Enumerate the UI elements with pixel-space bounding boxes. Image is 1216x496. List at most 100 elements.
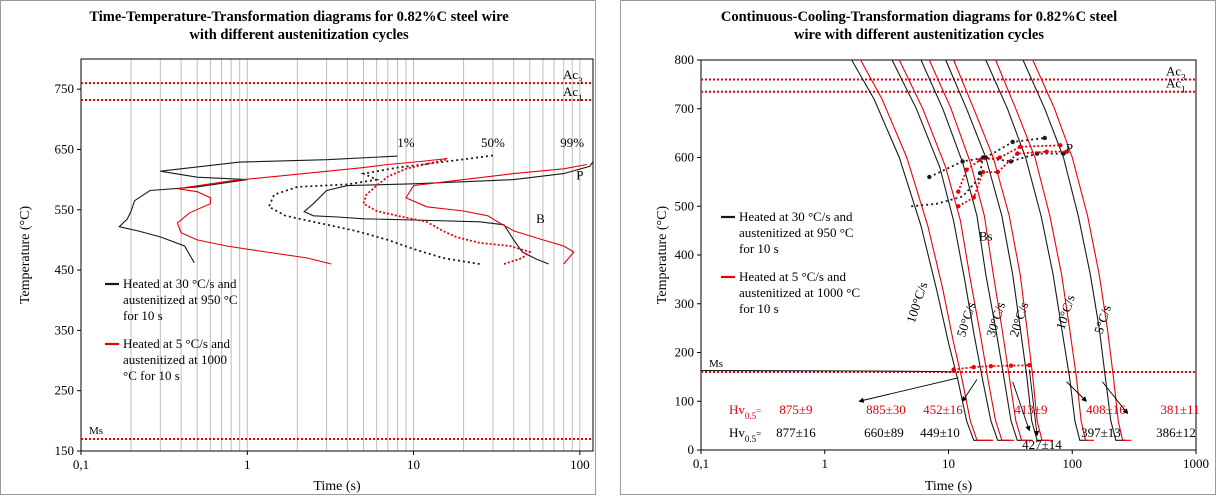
x-tick-label: 1000 bbox=[1183, 456, 1209, 471]
series-marker bbox=[995, 169, 1000, 175]
series-line bbox=[898, 59, 1015, 441]
series-line bbox=[920, 59, 1030, 441]
y-tick-label: 400 bbox=[675, 247, 695, 262]
x-tick-label: 1 bbox=[244, 457, 251, 472]
chart-subtitle: with different austenitization cycles bbox=[189, 27, 409, 43]
hardness-value-black: 449±10 bbox=[920, 425, 960, 440]
y-tick-label: 500 bbox=[675, 198, 695, 213]
series-line bbox=[1022, 59, 1126, 441]
hardness-arrow bbox=[1101, 381, 1129, 415]
cct-chart-panel: Continuous-Cooling-Transformation diagra… bbox=[620, 0, 1216, 495]
legend-text: Heated at 5 °C/s and bbox=[739, 269, 847, 284]
x-tick-label: 0,1 bbox=[693, 456, 709, 471]
x-tick-label: 100 bbox=[1063, 456, 1083, 471]
y-tick-label: 800 bbox=[675, 52, 695, 67]
hardness-value-black: 397±13 bbox=[1081, 425, 1121, 440]
hardness-value-red: 381±11 bbox=[1160, 402, 1199, 417]
hardness-value-black: 427±14 bbox=[1022, 437, 1062, 452]
reference-line-label: Ms bbox=[89, 425, 103, 437]
legend-text: austenitized at 950 °C bbox=[739, 225, 854, 240]
series-line bbox=[953, 59, 1054, 441]
hardness-arrow bbox=[858, 377, 959, 403]
annotation-label: 50% bbox=[481, 135, 505, 150]
series-marker bbox=[997, 155, 1003, 160]
legend-text: °C for 10 s bbox=[123, 368, 180, 383]
x-tick-label: 1 bbox=[822, 456, 829, 471]
series-marker bbox=[971, 195, 976, 200]
hardness-value-black: 386±12 bbox=[1156, 425, 1196, 440]
chart-subtitle: wire with different austenitization cycl… bbox=[794, 27, 1044, 43]
series-line bbox=[851, 59, 991, 441]
series-line bbox=[945, 59, 1050, 441]
series-line bbox=[985, 59, 1089, 441]
series-line bbox=[1032, 59, 1132, 441]
y-tick-label: 0 bbox=[688, 442, 695, 457]
legend-text: Heated at 5 °C/s and bbox=[123, 336, 231, 351]
x-tick-label: 0,1 bbox=[73, 457, 89, 472]
x-tick-label: 10 bbox=[407, 457, 420, 472]
cooling-rate-label: 5°C/s bbox=[1091, 303, 1114, 335]
annotation-label: Bs bbox=[979, 228, 993, 243]
series-marker bbox=[1027, 362, 1032, 368]
series-marker bbox=[1064, 149, 1069, 154]
legend-text: Heated at 30 °C/s and bbox=[123, 276, 237, 291]
series-marker bbox=[1010, 139, 1015, 145]
y-tick-label: 100 bbox=[675, 393, 695, 408]
hardness-value-red: 408±16 bbox=[1086, 402, 1126, 417]
legend-text: austenitized at 950 °C bbox=[123, 292, 238, 307]
series-marker bbox=[977, 157, 983, 163]
y-tick-label: 300 bbox=[675, 296, 695, 311]
series-marker bbox=[1015, 151, 1020, 156]
cct-chart: Continuous-Cooling-Transformation diagra… bbox=[655, 9, 1209, 494]
annotation-label: P bbox=[1066, 141, 1073, 156]
hardness-value-red: 875±9 bbox=[779, 402, 812, 417]
annotation-label: P bbox=[576, 168, 583, 183]
hardness-value-red: 452±16 bbox=[923, 402, 963, 417]
series-line bbox=[860, 59, 994, 441]
cooling-rate-label: 100°C/s bbox=[903, 280, 930, 325]
hardness-arrow bbox=[1012, 381, 1031, 432]
hardness-value-red: 885±30 bbox=[866, 402, 906, 417]
y-tick-label: 250 bbox=[55, 383, 75, 398]
y-tick-label: 350 bbox=[55, 322, 75, 337]
hardness-arrow bbox=[1066, 381, 1087, 402]
hardness-value-black: 877±16 bbox=[776, 425, 816, 440]
series-line bbox=[303, 161, 594, 265]
series-line bbox=[928, 59, 1033, 441]
series-line bbox=[176, 157, 448, 265]
series-line bbox=[700, 369, 954, 373]
annotation-label: B bbox=[536, 211, 545, 226]
series-marker bbox=[1042, 135, 1047, 141]
series-marker bbox=[956, 204, 961, 209]
series-line bbox=[995, 59, 1094, 441]
series-marker bbox=[951, 367, 956, 372]
reference-line-label: Ac1 bbox=[563, 84, 583, 103]
reference-line-label: Ac1 bbox=[1166, 76, 1186, 95]
legend-text: for 10 s bbox=[739, 241, 779, 256]
plot-frame bbox=[80, 58, 594, 452]
y-axis-label: Temperature (°C) bbox=[655, 206, 670, 305]
hardness-label-red: Hv0.5= bbox=[729, 402, 761, 421]
series-marker bbox=[971, 364, 976, 370]
ttt-chart-panel: Time-Temperature-Transformation diagrams… bbox=[0, 0, 596, 495]
y-tick-label: 450 bbox=[55, 262, 75, 277]
reference-line-label: Ac3 bbox=[1166, 64, 1186, 83]
series-line bbox=[957, 144, 1061, 192]
hardness-value-red: 413±9 bbox=[1014, 402, 1047, 417]
x-tick-label: 10 bbox=[942, 456, 955, 471]
y-tick-label: 750 bbox=[55, 81, 75, 96]
y-tick-label: 150 bbox=[55, 443, 75, 458]
series-marker bbox=[1058, 143, 1063, 148]
x-axis-label: Time (s) bbox=[313, 479, 361, 494]
legend-text: austenitized at 1000 bbox=[123, 352, 227, 367]
y-tick-label: 200 bbox=[675, 345, 695, 360]
series-marker bbox=[1018, 144, 1023, 149]
series-marker bbox=[956, 189, 961, 194]
chart-title: Time-Temperature-Transformation diagrams… bbox=[89, 9, 509, 25]
series-line bbox=[911, 176, 981, 208]
legend-text: austenitized at 1000 °C bbox=[739, 285, 860, 300]
y-axis-label: Temperature (°C) bbox=[18, 206, 33, 305]
reference-line-label: Ac3 bbox=[563, 67, 583, 86]
y-tick-label: 550 bbox=[55, 202, 75, 217]
legend-text: for 10 s bbox=[123, 308, 163, 323]
